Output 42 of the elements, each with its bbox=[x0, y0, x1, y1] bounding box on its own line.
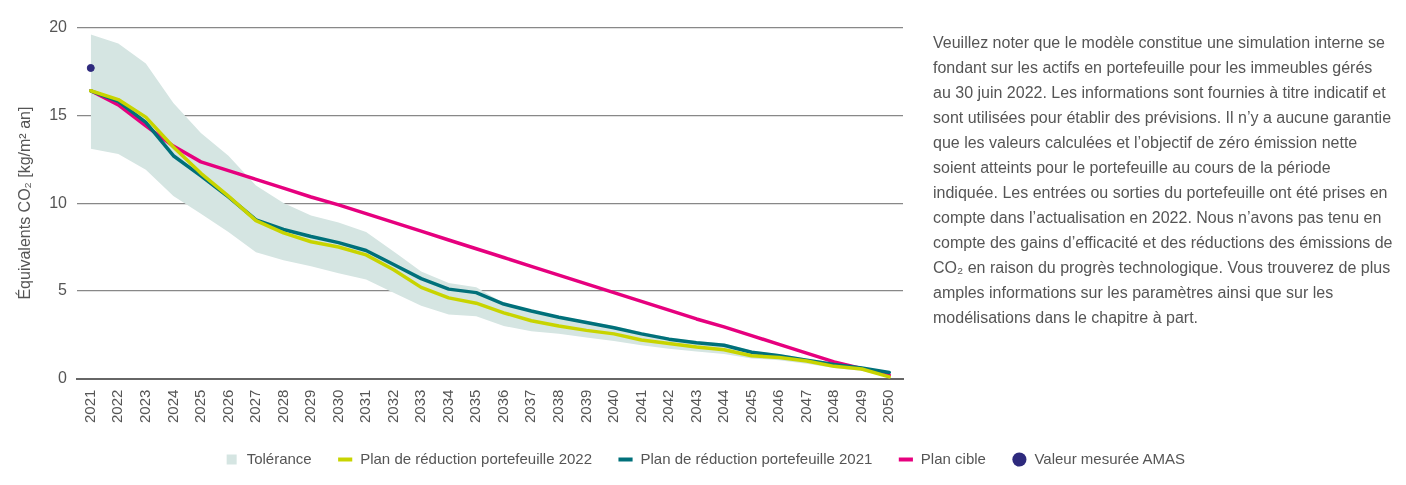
x-tick-label: 2032 bbox=[383, 389, 401, 424]
x-tick-label: 2036 bbox=[493, 389, 511, 424]
x-tick-label: 2048 bbox=[824, 389, 842, 424]
x-tick-label: 2037 bbox=[521, 389, 539, 424]
x-tick-label: 2031 bbox=[356, 389, 374, 424]
x-tick-label: 2025 bbox=[191, 389, 209, 424]
x-tick-label: 2040 bbox=[604, 389, 622, 424]
x-tick-label: 2034 bbox=[438, 389, 456, 424]
y-tick-label: 10 bbox=[49, 193, 68, 211]
x-tick-label: 2033 bbox=[411, 389, 429, 424]
x-tick-label: 2044 bbox=[714, 389, 732, 424]
legend-label: Plan de réduction portefeuille 2021 bbox=[640, 449, 873, 467]
x-tick-label: 2050 bbox=[879, 389, 897, 424]
legend-label: Plan de réduction portefeuille 2022 bbox=[360, 449, 593, 467]
x-tick-label: 2023 bbox=[135, 389, 153, 424]
y-tick-label: 0 bbox=[58, 369, 68, 387]
text: Veuillez noter que le modèle constitue une simulation interne se fondant sur les actifs en portefeuille pour les immeubles gérés au 30 juin 2022. Les informations sont fournies à titre indicatif et sont utilisées pour établir des prévisions. Il n’y a aucune garantie que les valeurs calculées et l’objectif de zéro émission nette soient atteints pour le portefeuille au cours de la période indiquée. Les entrées ou sorties du portefeuille ont été prises en compte dans l’actualisation en 2022. Nous n’avons pas tenu en compte des gains d’efficacité et des réductions des émissions de CO₂ en raison du progrès technologique. Vous trouverez de plus amples informations sur les paramètres ainsi que sur les modélisations dans le chapitre à part. bbox=[933, 34, 1393, 326]
x-tick-label: 2047 bbox=[796, 389, 814, 424]
x-tick-label: 2021 bbox=[80, 389, 98, 424]
x-tick-label: 2042 bbox=[659, 389, 677, 424]
x-tick-label: 2024 bbox=[163, 389, 181, 424]
legend-label: Plan cible bbox=[920, 449, 986, 467]
y-tick-label: 5 bbox=[58, 281, 68, 299]
x-tick-label: 2045 bbox=[741, 389, 759, 424]
x-tick-label: 2029 bbox=[301, 389, 319, 424]
x-tick-label: 2028 bbox=[273, 389, 291, 424]
x-tick-label: 2027 bbox=[246, 389, 264, 424]
x-tick-label: 2043 bbox=[686, 389, 704, 424]
x-tick-label: 2022 bbox=[108, 389, 126, 424]
x-tick-label: 2049 bbox=[851, 389, 869, 424]
y-axis-title: Équivalents CO₂ [kg/m² an] bbox=[15, 106, 34, 300]
x-tick-label: 2038 bbox=[548, 389, 566, 424]
legend-label: Tolérance bbox=[246, 449, 312, 467]
y-tick-label: 15 bbox=[49, 105, 68, 123]
x-tick-label: 2046 bbox=[769, 389, 787, 424]
x-tick-label: 2039 bbox=[576, 389, 594, 424]
y-tick-label: 20 bbox=[49, 18, 68, 36]
x-tick-label: 2026 bbox=[218, 389, 236, 424]
legend-label: Valeur mesurée AMAS bbox=[1034, 449, 1186, 467]
x-tick-label: 2041 bbox=[631, 389, 649, 424]
x-tick-label: 2035 bbox=[466, 389, 484, 424]
x-tick-label: 2030 bbox=[328, 389, 346, 424]
